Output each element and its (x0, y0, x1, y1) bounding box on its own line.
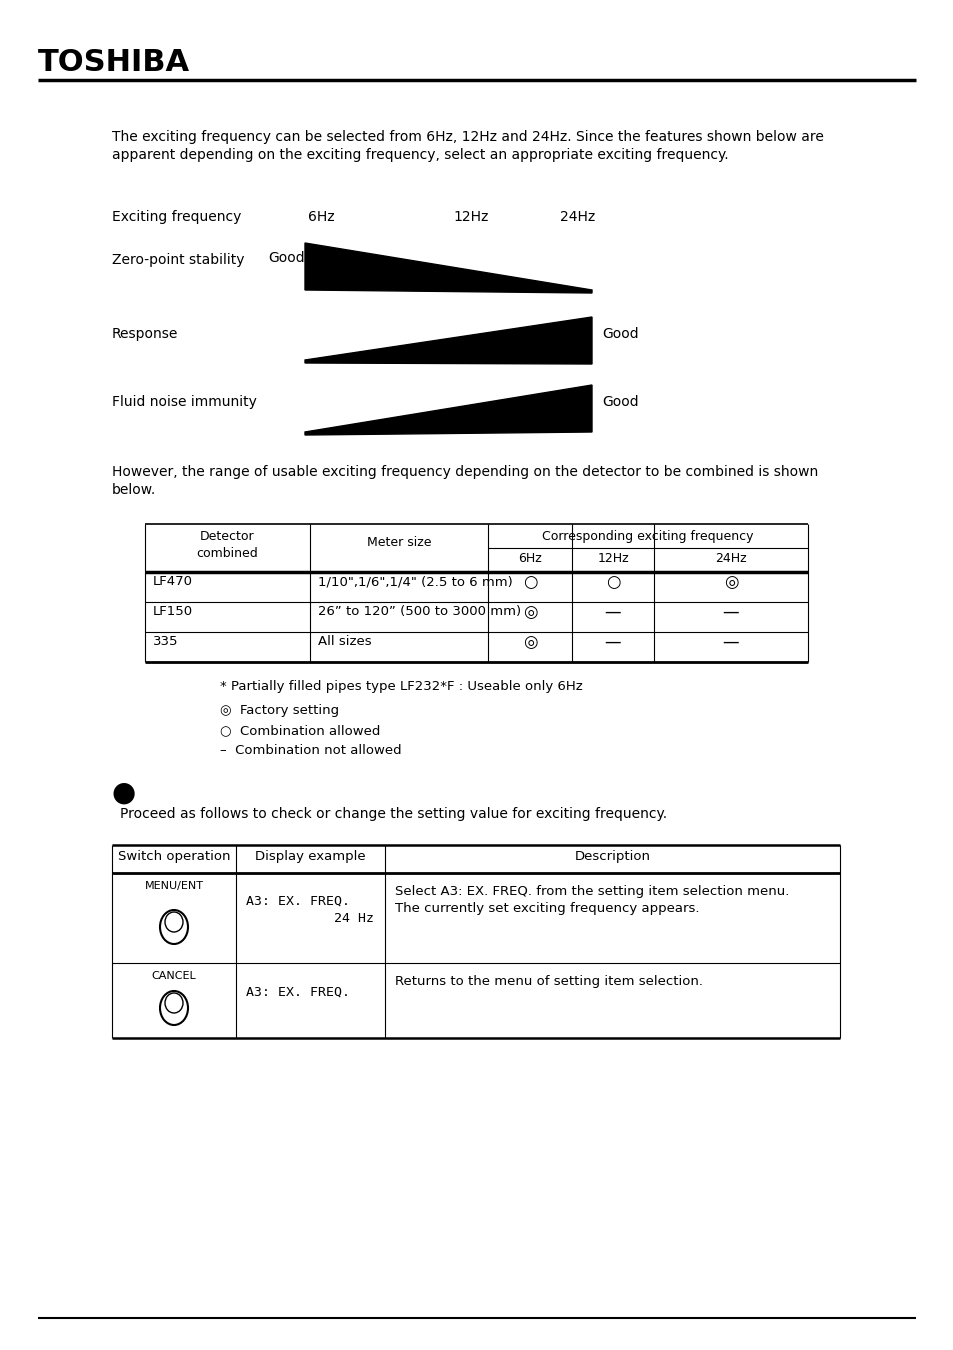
Text: Meter size: Meter size (366, 536, 431, 549)
Text: * Partially filled pipes type LF232*F : Useable only 6Hz: * Partially filled pipes type LF232*F : … (220, 680, 582, 693)
Text: Corresponding exciting frequency: Corresponding exciting frequency (541, 531, 753, 543)
Text: Proceed as follows to check or change the setting value for exciting frequency.: Proceed as follows to check or change th… (120, 807, 666, 821)
Text: However, the range of usable exciting frequency depending on the detector to be : However, the range of usable exciting fr… (112, 464, 818, 497)
Text: LF150: LF150 (152, 606, 193, 618)
Text: Description: Description (574, 850, 650, 863)
Text: 6Hz: 6Hz (517, 552, 541, 566)
Text: 12Hz: 12Hz (453, 211, 488, 224)
Text: ○: ○ (605, 572, 619, 591)
Text: CANCEL: CANCEL (152, 971, 196, 981)
Text: ○  Combination allowed: ○ Combination allowed (220, 724, 380, 737)
Text: Display example: Display example (254, 850, 365, 863)
Text: A3: EX. FREQ.: A3: EX. FREQ. (246, 986, 350, 999)
Text: 1/10",1/6",1/4" (2.5 to 6 mm): 1/10",1/6",1/4" (2.5 to 6 mm) (317, 575, 512, 589)
Text: Response: Response (112, 327, 178, 342)
Polygon shape (305, 385, 592, 435)
Text: LF470: LF470 (152, 575, 193, 589)
Text: Fluid noise immunity: Fluid noise immunity (112, 396, 256, 409)
Text: 12Hz: 12Hz (597, 552, 628, 566)
Text: ◎: ◎ (522, 633, 537, 651)
Text: Switch operation: Switch operation (117, 850, 230, 863)
Text: –  Combination not allowed: – Combination not allowed (220, 744, 401, 757)
Text: Good: Good (601, 327, 638, 342)
Text: —: — (722, 633, 739, 651)
Text: ◎: ◎ (522, 603, 537, 621)
Text: Returns to the menu of setting item selection.: Returns to the menu of setting item sele… (395, 975, 702, 988)
Text: Good: Good (268, 251, 304, 265)
Text: Zero-point stability: Zero-point stability (112, 252, 244, 267)
Polygon shape (305, 317, 592, 365)
Text: TOSHIBA: TOSHIBA (38, 49, 190, 77)
Text: The exciting frequency can be selected from 6Hz, 12Hz and 24Hz. Since the featur: The exciting frequency can be selected f… (112, 130, 823, 162)
Text: ◎: ◎ (723, 572, 738, 591)
Text: 6Hz: 6Hz (308, 211, 335, 224)
Text: —: — (604, 603, 620, 621)
Text: Select A3: EX. FREQ. from the setting item selection menu.
The currently set exc: Select A3: EX. FREQ. from the setting it… (395, 886, 788, 915)
Text: 24Hz: 24Hz (715, 552, 746, 566)
Text: ◎  Factory setting: ◎ Factory setting (220, 703, 338, 717)
Text: Good: Good (601, 396, 638, 409)
Text: Detector
combined: Detector combined (196, 531, 258, 560)
Text: 24Hz: 24Hz (559, 211, 595, 224)
Text: Exciting frequency: Exciting frequency (112, 211, 241, 224)
Text: All sizes: All sizes (317, 636, 372, 648)
Text: ●: ● (112, 779, 136, 807)
Text: 335: 335 (152, 636, 178, 648)
Text: —: — (604, 633, 620, 651)
Text: 26” to 120” (500 to 3000 mm): 26” to 120” (500 to 3000 mm) (317, 606, 520, 618)
Text: A3: EX. FREQ.
           24 Hz: A3: EX. FREQ. 24 Hz (246, 895, 374, 925)
Text: ○: ○ (522, 572, 537, 591)
Text: MENU/ENT: MENU/ENT (144, 882, 203, 891)
Text: —: — (722, 603, 739, 621)
Polygon shape (305, 243, 592, 293)
